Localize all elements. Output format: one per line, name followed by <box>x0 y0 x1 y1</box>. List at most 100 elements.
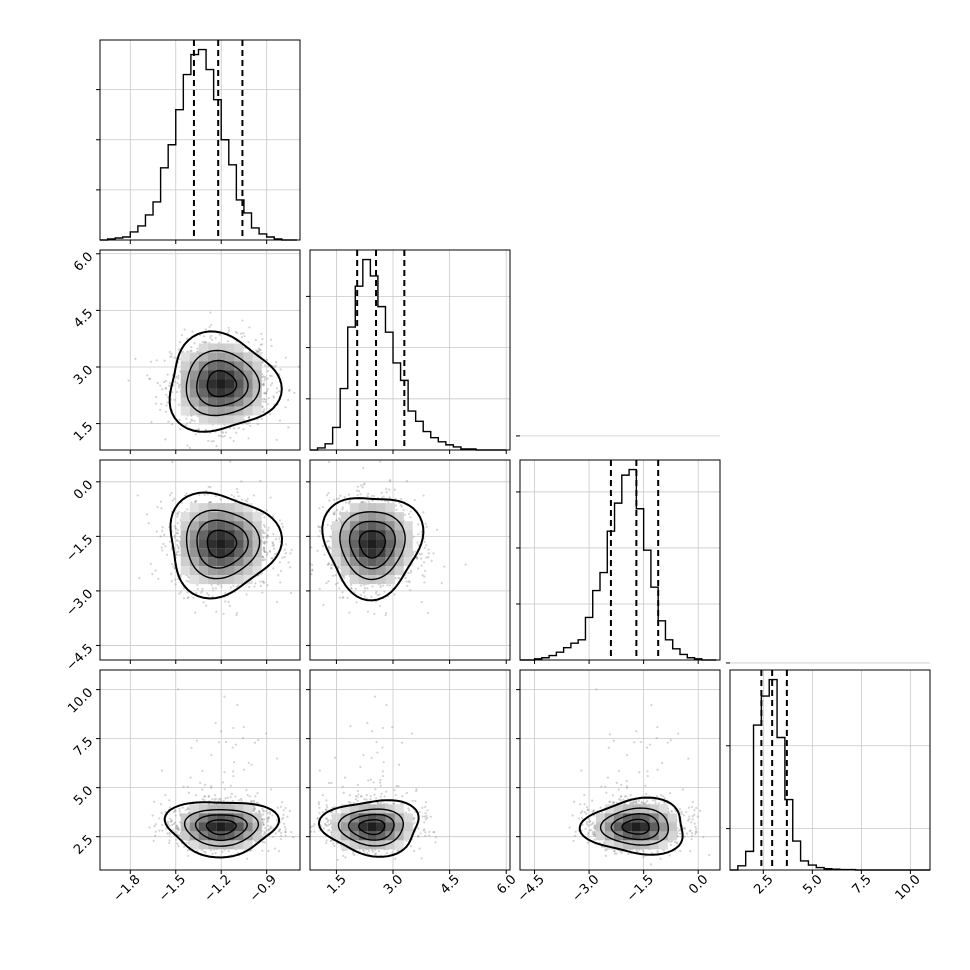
scatter-point <box>176 513 179 516</box>
scatter-point <box>175 830 178 834</box>
scatter-point <box>263 541 266 545</box>
scatter-point <box>248 416 251 419</box>
scatter-point <box>362 500 365 504</box>
density-cell <box>198 388 208 398</box>
scatter-point <box>203 494 206 497</box>
scatter-point <box>161 823 164 827</box>
scatter-point <box>261 813 265 816</box>
scatter-point <box>177 374 180 377</box>
scatter-point <box>176 512 179 515</box>
scatter-point <box>168 824 171 827</box>
scatter-point <box>244 422 247 425</box>
scatter-point <box>283 825 287 829</box>
density-cell <box>198 575 208 585</box>
scatter-point <box>246 793 249 797</box>
histogram-panel-0 <box>96 39 301 244</box>
scatter-point <box>264 398 267 401</box>
scatter-point <box>262 833 265 836</box>
density-cell <box>198 406 208 416</box>
scatter-point <box>227 326 230 329</box>
scatter-point <box>234 743 237 746</box>
scatter-point <box>269 825 272 828</box>
scatter-point <box>170 819 173 822</box>
scatter-point <box>134 357 137 360</box>
scatter-point <box>262 556 265 559</box>
scatter-point <box>173 356 176 359</box>
scatter-point <box>235 331 239 335</box>
scatter-point <box>374 600 377 603</box>
scatter-point <box>154 830 157 833</box>
scatter-point <box>420 600 423 604</box>
scatter-point <box>278 419 282 422</box>
scatter-point <box>382 495 385 498</box>
scatter-point <box>272 547 276 550</box>
scatter-point <box>269 338 273 341</box>
scatter-point <box>190 418 193 421</box>
scatter-point <box>287 561 290 564</box>
scatter-point <box>249 800 253 803</box>
scatter-point <box>244 499 247 502</box>
scatter-point <box>275 387 279 390</box>
scatter-point <box>214 587 217 590</box>
density-cell <box>225 415 235 425</box>
scatter-point <box>260 332 263 336</box>
scatter-point <box>203 795 206 798</box>
scatter-point <box>261 807 264 810</box>
density-cell <box>198 548 208 558</box>
scatter-point <box>261 410 264 413</box>
scatter-point <box>267 828 270 831</box>
scatter-point <box>175 390 179 394</box>
pair-panel-0-3 <box>96 669 301 874</box>
scatter-point <box>270 382 274 385</box>
scatter-point <box>206 592 209 595</box>
density-cell <box>216 415 226 425</box>
density-cell <box>216 370 226 380</box>
density-cell <box>180 548 190 558</box>
density-cell <box>207 361 217 371</box>
scatter-point <box>217 434 220 437</box>
scatter-point <box>245 789 248 792</box>
scatter-point <box>166 396 170 399</box>
density-cell <box>198 352 208 362</box>
scatter-point <box>263 408 266 411</box>
scatter-point <box>361 500 364 504</box>
scatter-point <box>262 382 266 385</box>
scatter-point <box>321 545 325 548</box>
scatter-point <box>277 390 281 393</box>
scatter-point <box>269 384 272 387</box>
scatter-point <box>363 595 367 598</box>
scatter-point <box>262 541 265 544</box>
scatter-point <box>289 552 292 555</box>
scatter-point <box>155 359 158 362</box>
scatter-point <box>228 604 231 607</box>
density-cell <box>234 539 244 549</box>
density-cell <box>225 822 235 832</box>
scatter-point <box>233 427 236 430</box>
scatter-point <box>262 383 265 387</box>
scatter-point <box>190 346 193 349</box>
scatter-point <box>172 565 175 568</box>
scatter-point <box>176 381 179 385</box>
density-cell <box>207 388 217 398</box>
scatter-point <box>385 487 388 491</box>
scatter-point <box>425 525 428 528</box>
scatter-point <box>182 597 186 600</box>
scatter-point <box>402 508 405 512</box>
scatter-point <box>259 348 262 352</box>
density-cell <box>225 503 235 513</box>
scatter-point <box>191 330 194 333</box>
scatter-point <box>285 543 288 546</box>
scatter-point <box>253 741 257 744</box>
scatter-point <box>252 807 255 811</box>
scatter-point <box>270 374 273 378</box>
scatter-point <box>229 795 232 799</box>
scatter-point <box>194 794 198 797</box>
scatter-point <box>177 844 180 848</box>
scatter-point <box>266 387 269 390</box>
density-cell <box>216 575 226 585</box>
scatter-point <box>261 373 264 376</box>
scatter-point <box>253 807 257 810</box>
density-cell <box>180 566 190 576</box>
scatter-point <box>200 848 204 852</box>
scatter-point <box>405 480 408 483</box>
